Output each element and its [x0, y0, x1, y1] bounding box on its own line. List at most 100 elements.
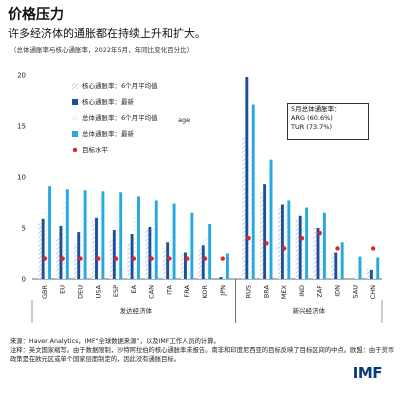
bar-core_avg-gbr [38, 222, 42, 279]
target-marker-ea [131, 256, 137, 261]
target-marker-usa [96, 256, 101, 261]
target-marker-mex [281, 246, 287, 251]
annotation-title: 5月总体通胀率： [291, 105, 341, 113]
bar-headline_avg-can [151, 217, 155, 279]
bar-core_latest-rus [245, 77, 249, 279]
bar-headline_avg-mex [284, 202, 288, 279]
bar-headline_avg-fra [187, 233, 191, 279]
bar-core_latest-can [148, 226, 152, 279]
bar-headline_latest-rus [251, 104, 255, 279]
target-marker-kor [202, 256, 208, 261]
bar-core_latest-ea [130, 234, 134, 279]
group-label-emerging: 新兴经济体 [293, 306, 326, 315]
x-tick-label-ea: EA [130, 284, 138, 293]
bar-headline_avg-chn [373, 263, 377, 279]
bar-core_avg-chn [366, 268, 370, 279]
bar-core_latest-jpn [219, 276, 223, 279]
bar-headline_avg-idn [337, 258, 341, 279]
bar-headline_avg-eu [62, 202, 66, 279]
bar-headline_avg-rus [248, 146, 252, 279]
target-marker-ita [167, 256, 172, 261]
bar-headline_latest-jpn [225, 253, 229, 279]
annotation-line-arg: ARG (60.6%) [291, 114, 333, 122]
bar-core_avg-bra [259, 192, 263, 279]
bar-headline_latest-ind [305, 207, 309, 279]
bar-core_avg-ita [163, 248, 166, 279]
x-tick-label-eu: EU [59, 285, 67, 294]
bar-headline_avg-jpn [222, 268, 226, 279]
legend-swatch-target [72, 147, 78, 153]
x-tick-label-jpn: JPN [219, 285, 227, 297]
x-tick-label-ind: IND [298, 285, 306, 297]
legend-swatch-core_latest [72, 99, 78, 105]
legend-label-core_avg: 核心通胀率：6个月平均值 [82, 81, 158, 90]
x-tick-label-idn: IDN [334, 285, 342, 297]
y-tick-label: 5 [22, 225, 26, 233]
bar-core_latest-deu [77, 232, 81, 279]
legend-label-headline_avg: 总体通胀率：6个月平均值 [82, 113, 158, 122]
bar-core_avg-rus [242, 136, 246, 279]
x-tick-label-chn: CHN [369, 285, 377, 299]
x-tick-label-gbr: GBR [41, 285, 49, 299]
x-tick-label-deu: DEU [76, 285, 84, 299]
bar-core_avg-kor [198, 248, 202, 279]
bar-core_latest-kor [201, 245, 205, 279]
bar-headline_avg-deu [80, 207, 84, 279]
bar-headline_latest-gbr [48, 186, 51, 279]
bar-core_latest-ind [298, 215, 302, 279]
bar-core_avg-deu [74, 243, 77, 279]
y-tick-label: 15 [17, 123, 26, 131]
legend-label-target: 目标水平 [82, 145, 109, 154]
bar-core_latest-ita [166, 242, 170, 279]
target-marker-fra [185, 256, 190, 261]
bar-headline_latest-zaf [322, 212, 326, 279]
bar-headline_avg-gbr [44, 207, 48, 279]
bar-headline_avg-esp [116, 202, 119, 279]
bar-headline_latest-eu [65, 189, 69, 279]
target-marker-can [149, 256, 154, 261]
target-marker-rus [246, 236, 251, 241]
chart-title: 价格压力 [8, 7, 64, 23]
bar-headline_latest-ita [172, 203, 176, 279]
chart-note: （总体通胀率与核心通胀率，2022年5月，年同比变化百分比） [10, 46, 194, 54]
bar-core_latest-mex [280, 204, 284, 279]
bar-core_avg-ea [127, 243, 131, 279]
x-tick-label-fra: FRA [183, 284, 191, 297]
target-marker-idn [335, 246, 340, 251]
bar-headline_avg-bra [266, 166, 270, 279]
bar-core_avg-esp [109, 238, 113, 279]
chart-subtitle: 许多经济体的通胀都在持续上升和扩大。 [8, 27, 206, 40]
x-tick-label-esp: ESP [112, 285, 120, 297]
x-tick-label-mex: MEX [280, 284, 288, 299]
bar-core_avg-mex [277, 207, 281, 279]
bar-headline_latest-bra [269, 159, 273, 279]
bar-core_latest-eu [59, 225, 63, 279]
bar-core_avg-zaf [313, 228, 317, 279]
x-tick-label-kor: KOR [201, 285, 209, 299]
bar-core_latest-gbr [41, 218, 45, 279]
x-tick-label-zaf: ZAF [316, 285, 324, 298]
imf-logo: IMF [352, 364, 383, 382]
bar-headline_latest-chn [376, 257, 380, 279]
target-marker-jpn [220, 256, 225, 261]
x-tick-label-usa: USA [94, 284, 102, 298]
legend-fragment-text: age [178, 116, 190, 124]
legend-label-headline_latest: 总体通胀率：最新 [82, 129, 135, 138]
x-tick-label-rus: RUS [245, 285, 253, 298]
bar-headline_avg-sau [355, 263, 359, 279]
x-tick-label-sau: SAU [351, 285, 359, 299]
legend-swatch-headline_avg [72, 115, 78, 121]
bar-core_avg-fra [180, 253, 184, 279]
source-text: 来源：Haver Analytics，IMF“全球数据来源”，以及IMF工作人员… [10, 338, 220, 345]
bar-headline_latest-fra [190, 212, 194, 279]
target-marker-esp [113, 256, 119, 261]
bar-core_avg-usa [91, 217, 95, 279]
bar-headline_avg-zaf [319, 222, 323, 279]
bar-headline_avg-ita [169, 217, 173, 279]
target-marker-deu [78, 256, 83, 261]
bar-headline_latest-sau [358, 256, 362, 279]
target-marker-eu [60, 256, 65, 261]
bar-headline_avg-usa [98, 197, 102, 279]
target-marker-gbr [42, 256, 48, 261]
